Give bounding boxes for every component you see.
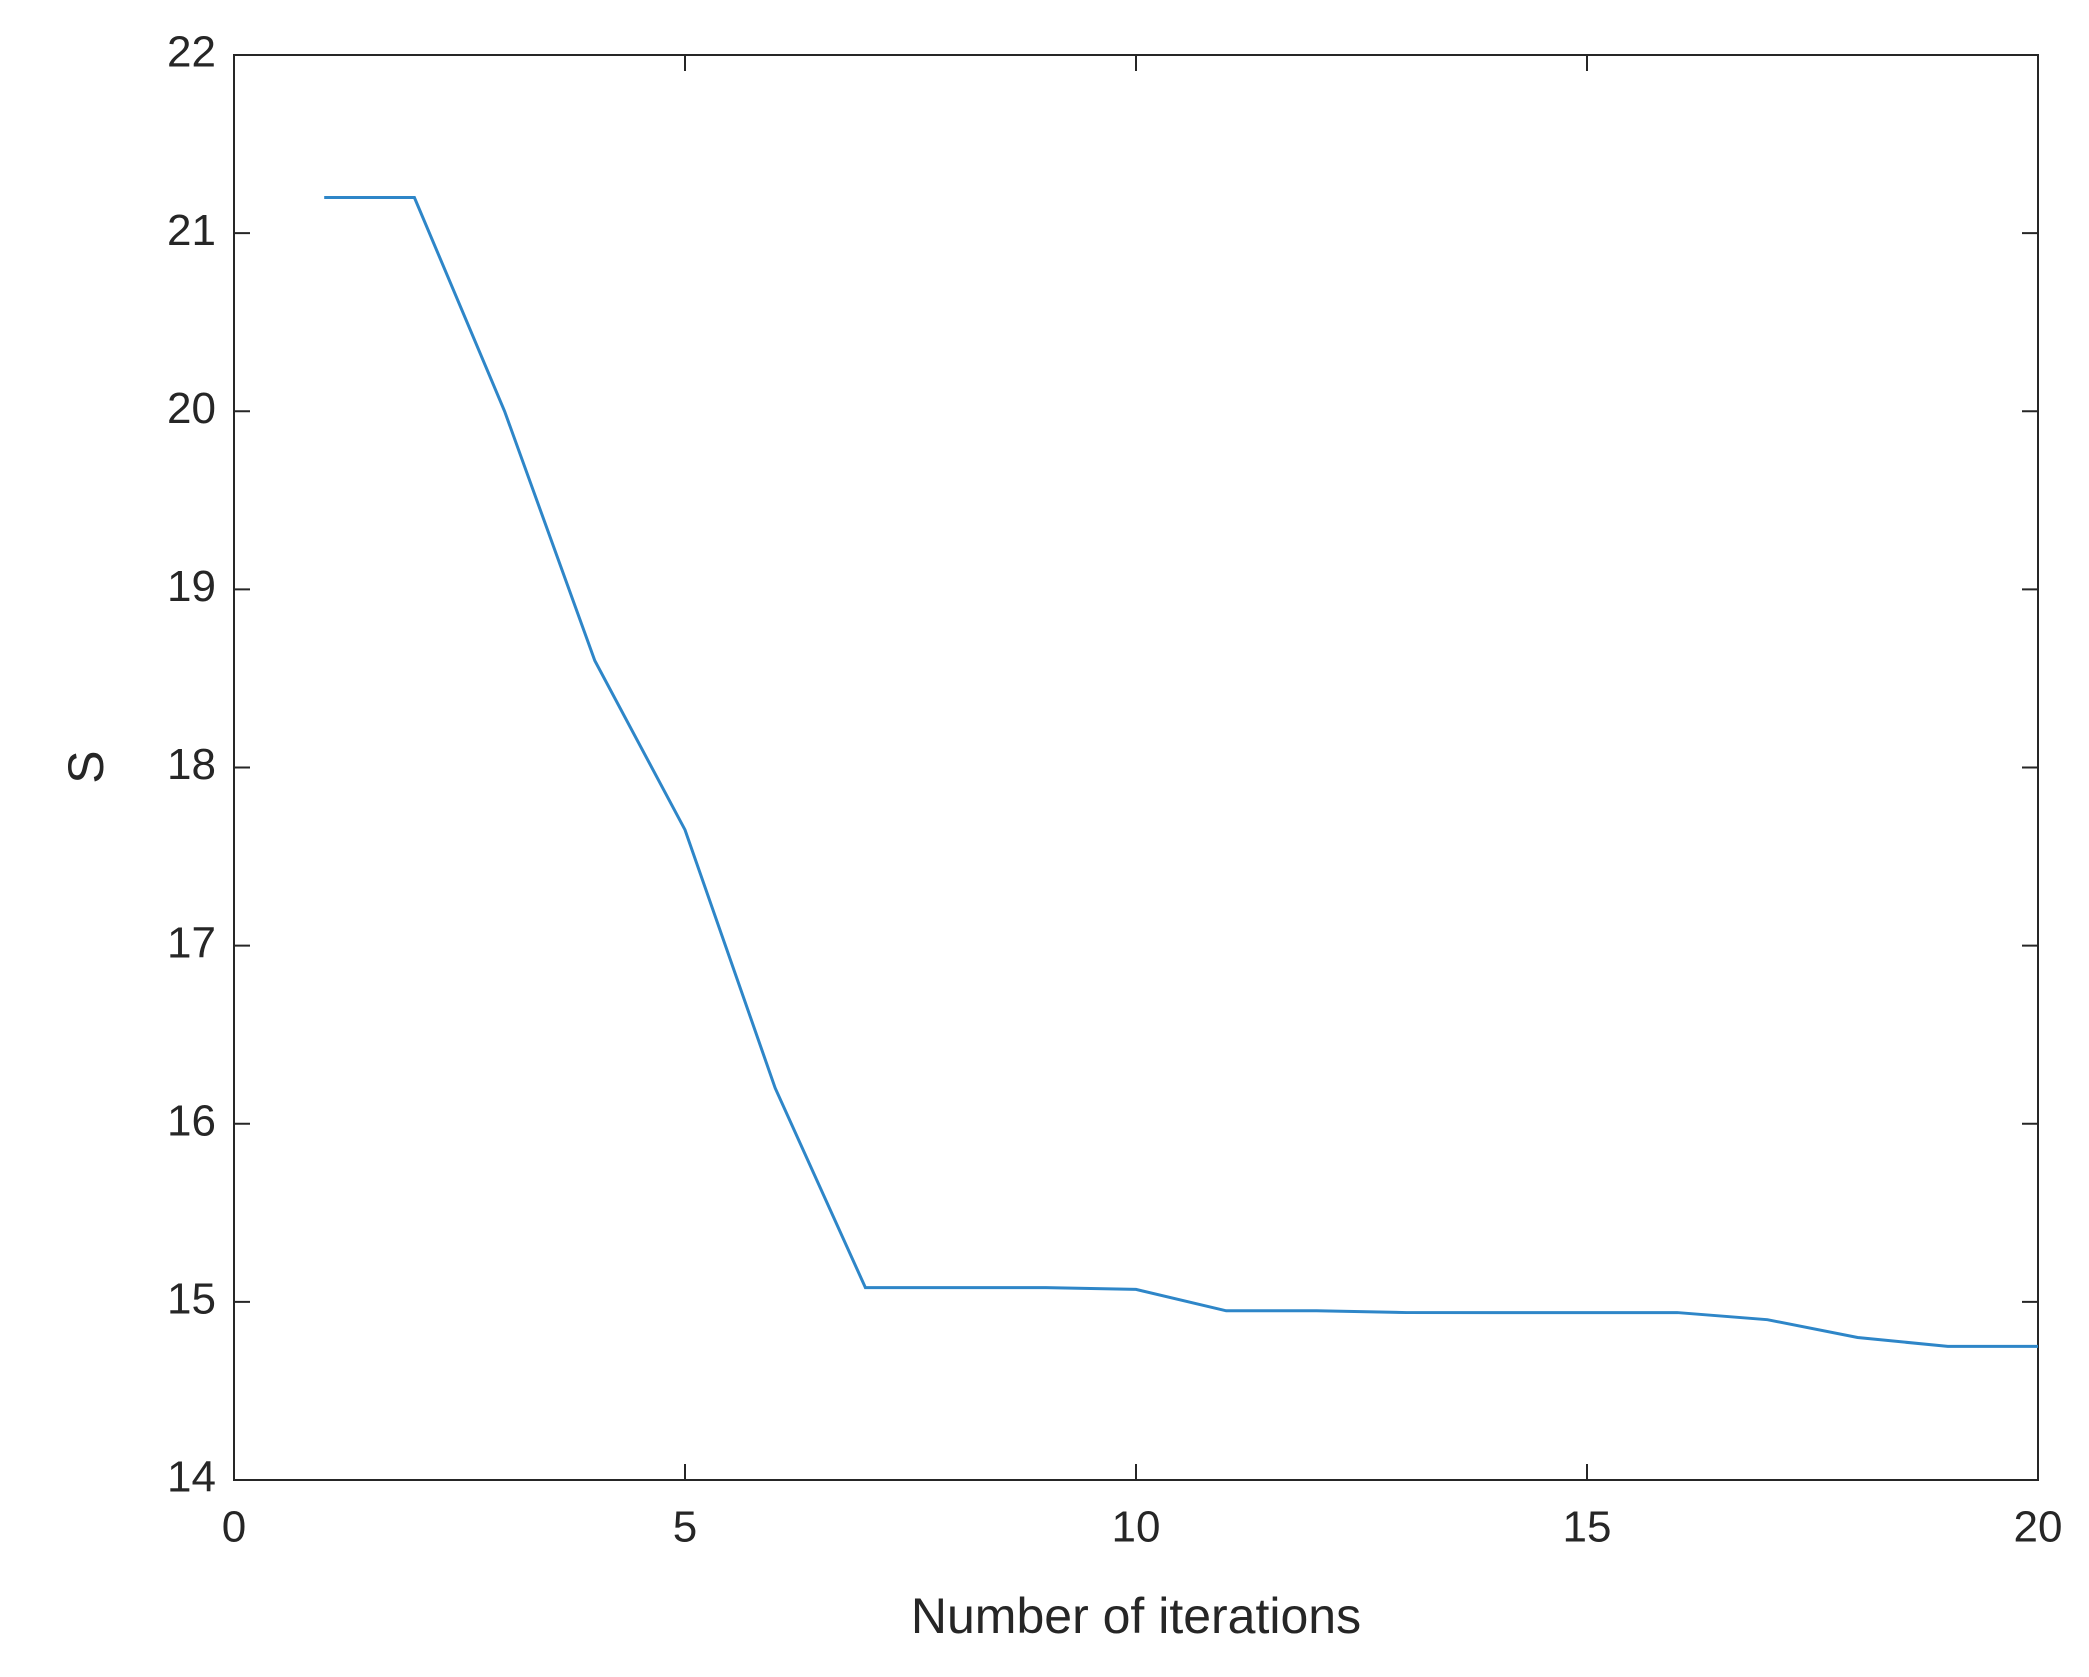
y-tick-label: 18 <box>167 740 216 789</box>
y-tick-label: 14 <box>167 1453 216 1502</box>
y-tick-label: 21 <box>167 206 216 255</box>
x-tick-label: 20 <box>2014 1503 2063 1552</box>
x-tick-label: 5 <box>673 1503 697 1552</box>
data-line <box>324 196 2038 1348</box>
y-tick-label: 20 <box>167 384 216 433</box>
y-tick-label: 22 <box>167 28 216 77</box>
x-tick-label: 10 <box>1112 1503 1161 1552</box>
y-tick-label: 16 <box>167 1096 216 1145</box>
y-axis-label: S <box>58 750 114 783</box>
y-tick-label: 17 <box>167 918 216 967</box>
x-tick-label: 0 <box>222 1503 246 1552</box>
y-tick-label: 15 <box>167 1275 216 1324</box>
x-axis-label: Number of iterations <box>911 1588 1361 1644</box>
plot-area <box>233 54 2039 1481</box>
y-tick-label: 19 <box>167 562 216 611</box>
x-tick-label: 15 <box>1563 1503 1612 1552</box>
